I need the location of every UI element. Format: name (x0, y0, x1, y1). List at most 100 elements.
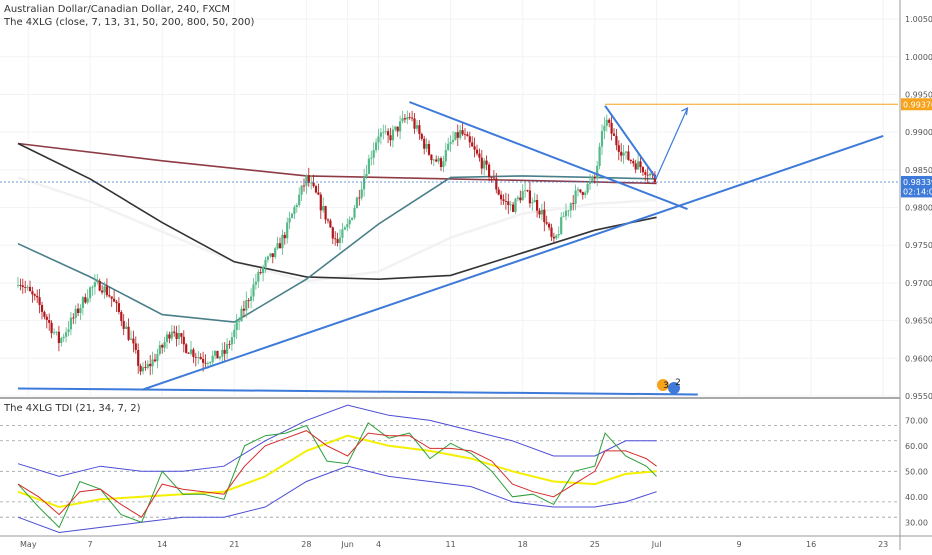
candle-body (43, 311, 46, 317)
candle-body (338, 237, 342, 243)
candle-body (254, 281, 257, 285)
time-tick-label: 9 (736, 540, 741, 549)
candle-body (468, 136, 471, 143)
tdi-tick-label: 60.00 (905, 442, 928, 451)
candle-body (564, 210, 568, 217)
candle-body (182, 336, 185, 345)
candle-body (593, 176, 596, 179)
candle-body (278, 243, 282, 249)
candle-body (562, 216, 565, 218)
badge-count-2: 2 (675, 378, 681, 388)
candle-body (358, 197, 361, 199)
candle-body (218, 356, 221, 359)
candle-body (379, 132, 382, 137)
symbol-title[interactable]: Australian Dollar/Canadian Dollar, 240, … (4, 4, 230, 15)
candle-body (351, 217, 354, 220)
candle-body (473, 146, 476, 150)
candle-body (89, 287, 92, 299)
candle-body (353, 208, 356, 218)
alert-icon[interactable] (657, 379, 669, 391)
candle-body (555, 235, 558, 239)
candle-body (175, 332, 178, 339)
candle-body (204, 362, 207, 364)
candle-body (644, 172, 647, 175)
candle-body (271, 253, 274, 257)
candle-body (329, 220, 332, 228)
candle-body (125, 326, 128, 329)
candle-body (598, 146, 601, 166)
candle-body (189, 349, 193, 354)
badge-count-1: 3 (663, 381, 669, 391)
candle-body (581, 192, 584, 195)
candle-body (177, 333, 181, 339)
candle-body (418, 125, 421, 134)
candle-body (574, 190, 577, 204)
candle-body (538, 210, 541, 215)
candle-body (113, 298, 116, 302)
time-tick-label: 4 (376, 540, 381, 549)
candle-body (653, 174, 656, 183)
candle-body (319, 194, 322, 211)
candle-body (91, 286, 94, 288)
candle-body (485, 160, 488, 165)
tdi-tick-label: 50.00 (905, 467, 928, 476)
candle-body (283, 234, 286, 239)
candle-body (430, 154, 433, 161)
candle-body (375, 142, 378, 150)
tdi-tick-label: 70.00 (905, 416, 928, 425)
candle-body (322, 206, 325, 211)
candle-body (394, 126, 397, 130)
candle-body (478, 153, 481, 158)
candle-body (293, 207, 296, 214)
alerts-badge[interactable]: 3 2 (657, 378, 681, 394)
candle-body (295, 205, 298, 207)
candle-body (86, 298, 89, 303)
candle-body (98, 280, 101, 291)
price-tag (901, 98, 932, 111)
time-tick-label: 7 (88, 540, 93, 549)
time-tick-label: Jul (651, 540, 662, 549)
candle-body (93, 282, 96, 287)
candle-body (480, 157, 483, 169)
candle-body (463, 134, 467, 135)
candle-body (500, 194, 503, 200)
candle-body (72, 317, 75, 319)
candle-body (257, 272, 260, 282)
candle-body (168, 334, 171, 339)
candle-body (637, 161, 640, 170)
candle-body (437, 158, 440, 162)
candle-body (103, 286, 106, 293)
candle-body (230, 337, 233, 345)
candle-body (180, 333, 183, 337)
candle-body (245, 300, 248, 311)
tdi-legend[interactable]: The 4XLG TDI (21, 34, 7, 2) (4, 403, 141, 414)
idea-icon[interactable] (668, 382, 680, 394)
candle-body (425, 144, 428, 149)
time-tick-label: 14 (157, 540, 167, 549)
support-trendline (141, 134, 884, 391)
candle-body (247, 300, 250, 301)
indicator-legend[interactable]: The 4XLG (close, 7, 13, 31, 50, 200, 800… (4, 17, 255, 28)
candle-body (459, 130, 462, 138)
candle-body (471, 142, 474, 147)
candle-body (377, 136, 380, 143)
candle-body (53, 332, 56, 334)
candle-body (33, 294, 36, 296)
candle-body (141, 367, 145, 372)
candle-body (67, 329, 70, 333)
candle-body (488, 164, 491, 177)
candle-body (317, 192, 320, 195)
candle-body (264, 259, 267, 267)
candle-body (399, 121, 402, 132)
candle-body (173, 331, 176, 333)
candle-body (120, 312, 123, 321)
candle-body (288, 218, 291, 223)
candle-body (451, 139, 455, 142)
candle-body (266, 256, 269, 260)
candle-body (50, 322, 53, 334)
candle-body (286, 222, 289, 239)
